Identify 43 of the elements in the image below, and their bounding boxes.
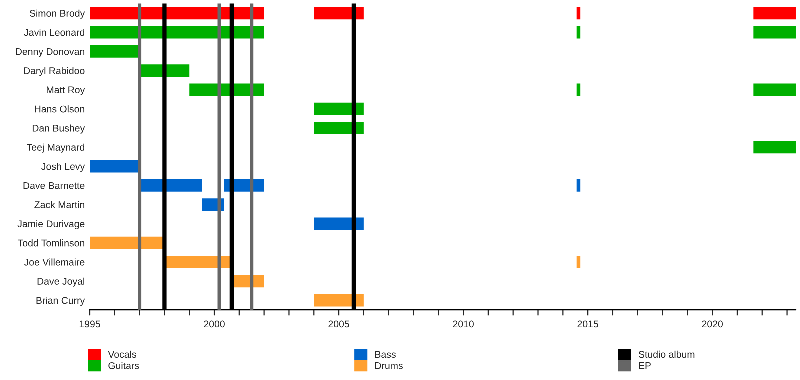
legend-label: Studio album bbox=[638, 350, 695, 358]
bar bbox=[164, 256, 232, 268]
y-tick-label: Zack Martin bbox=[34, 201, 85, 208]
y-tick-label: Javin Leonard bbox=[24, 28, 85, 36]
bar bbox=[576, 26, 581, 39]
legend-label: Bass bbox=[376, 351, 396, 358]
bar bbox=[576, 84, 581, 96]
legend-label: Vocals bbox=[108, 350, 136, 358]
y-tick-label: Dan Bushey bbox=[32, 124, 86, 134]
bar bbox=[90, 236, 165, 250]
y-tick-label: Matt Roy bbox=[47, 86, 86, 96]
y-tick-label: Todd Tomlinson bbox=[18, 240, 85, 247]
y-tick-label: Josh Levy bbox=[42, 162, 86, 172]
y-tick-label: Brian Curry bbox=[36, 296, 86, 306]
bar bbox=[576, 179, 581, 192]
bar bbox=[314, 102, 364, 116]
legend-label: Guitars bbox=[108, 362, 140, 370]
bar bbox=[754, 84, 796, 96]
legend-label: EP bbox=[639, 362, 651, 370]
bar bbox=[90, 160, 140, 173]
x-tick-label: 1995 bbox=[80, 320, 100, 328]
bar bbox=[754, 141, 796, 154]
x-tick-label: 2005 bbox=[328, 320, 350, 328]
x-tick-label: 2010 bbox=[453, 320, 474, 328]
bar bbox=[754, 26, 796, 39]
y-tick-label: Teej Maynard bbox=[27, 144, 85, 153]
bar bbox=[90, 45, 140, 58]
x-tick-label: 2015 bbox=[578, 320, 598, 328]
x-tick-label: 2000 bbox=[204, 320, 225, 328]
y-tick-label: Dave Barnette bbox=[24, 182, 85, 190]
y-tick-label: Joe Villemaire bbox=[24, 258, 85, 266]
y-tick-label: Simon Brody bbox=[30, 10, 86, 19]
bar bbox=[576, 256, 581, 268]
y-tick-label: Denny Donovan bbox=[16, 48, 85, 58]
bar bbox=[576, 7, 581, 20]
bar bbox=[754, 7, 796, 20]
y-tick-label: Hans Olson bbox=[35, 106, 85, 113]
y-tick-label: Dave Joyal bbox=[38, 278, 84, 287]
bar bbox=[140, 179, 202, 192]
y-tick-label: Daryl Rabidoo bbox=[24, 67, 85, 76]
x-tick-label: 2020 bbox=[702, 320, 724, 328]
y-tick-label: Jamie Durivage bbox=[18, 220, 85, 230]
legend-label: Drums bbox=[376, 362, 403, 370]
